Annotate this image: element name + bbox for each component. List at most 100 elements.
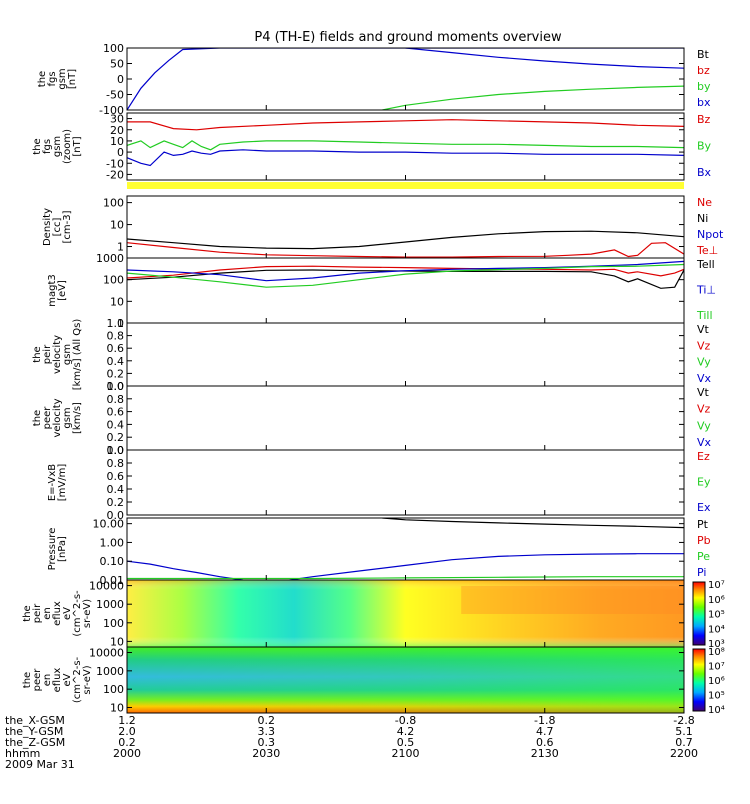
ephemeris-value: -0.8 [395,714,416,727]
panel-density: 1 10 100 Density [cc] [cm-3] Ne Ni Npot Te⊥ [42,195,724,259]
legend-entry: Ni [697,212,708,225]
series-line-blue [405,48,684,69]
chart-title: P4 (TH-E) fields and ground moments over… [254,30,562,45]
y-tick-label: 0.6 [107,406,125,419]
y-tick-label: 1000 [96,598,124,611]
y-tick-label: 0.4 [107,483,125,496]
panel-frame [126,517,685,581]
y-axis-label: Density [42,208,53,246]
panel-peir_eflux: 10³ 10⁴ 10⁵ 10⁶ 10⁷ 10 100 1000 10000 the peir en ef… [22,579,725,650]
colorbar-label: 10⁵ [708,691,725,702]
ephemeris-value: 2200 [670,747,698,760]
panel-pressure: 0.01 0.10 1.00 10.00 Pressure [nPa] Pt Pb Pe Pi [47,517,711,587]
series-line-blue [127,48,684,110]
y-axis-label: gsm [62,407,73,428]
legend-entry: bx [697,96,711,109]
y-axis-label: the [22,672,33,688]
series-line-black [127,269,684,289]
ephemeris-value: -1.8 [534,714,555,727]
legend-entry: Pi [697,566,706,579]
y-tick-label: 10.00 [93,518,125,531]
ephemeris-value: 2130 [531,747,559,760]
y-tick-label: 0.8 [107,330,125,343]
y-tick-label: 0.2 [107,431,125,444]
y-axis-label: [nT] [67,69,78,89]
y-axis-label: [nT] [72,136,83,156]
y-tick-label: -50 [106,89,124,102]
y-tick-label: 1 [117,317,124,330]
ephemeris-value: 2100 [392,747,420,760]
y-tick-label: 100 [103,683,124,696]
colorbar-label: 10⁶ [708,676,725,687]
colorbar-label: 10⁶ [708,595,725,606]
ephemeris-value: 0.2 [118,736,136,749]
y-tick-label: -10 [106,157,124,170]
panel-frame [126,385,685,451]
y-axis-label: velocity [52,335,63,374]
y-tick-label: 10000 [89,580,124,593]
legend-entry: Pe [697,550,710,563]
ephemeris-value: 3.3 [258,725,276,738]
legend-entry: Bz [697,113,711,126]
y-axis-label: gsm [52,136,63,157]
series-line-black [127,230,684,250]
legend-entry: Vt [697,323,710,336]
series-line-green [382,85,684,110]
y-axis-label: eV [62,607,73,620]
y-tick-label: 100 [103,197,124,210]
ephemeris-value: 0.5 [397,736,415,749]
y-tick-label: 0.8 [107,457,125,470]
y-axis-label: sr-eV) [82,665,93,694]
y-axis-label: the [32,410,43,426]
y-axis-label: peir [42,344,53,364]
legend-entry: by [697,80,711,93]
ephemeris-row-label: the_Z-GSM [5,736,65,749]
y-axis-label: eflux [52,601,63,626]
y-tick-label: 10 [110,635,124,648]
colorbar-label: 10⁴ [708,624,725,635]
legend-entry: Vt [697,386,710,399]
y-tick-label: 0.4 [107,418,125,431]
legend-entry: Te⊥ [696,244,718,257]
ephemeris-row-label: the_X-GSM [5,714,65,727]
y-axis-label: magt3 [47,274,58,307]
ephemeris-row-label: the_Y-GSM [5,725,63,738]
series-line-red [127,119,684,131]
ephemeris-value: 4.7 [536,725,554,738]
ephemeris-value: 2030 [252,747,280,760]
series-line-blue [127,553,684,580]
y-tick-label: 10 [110,701,124,714]
y-axis-label: en [42,674,53,687]
ephemeris-value: 0.2 [258,714,276,727]
legend-entry: Npot [697,228,724,241]
legend-entry: Vz [697,403,711,416]
legend-entry: Till [696,309,713,322]
legend-entry: Pt [697,518,709,531]
series-line-red [127,242,684,258]
y-axis-label: (cm^2-s- [72,656,83,703]
series-line-green [127,140,684,151]
y-tick-label: 0.6 [107,470,125,483]
y-axis-label: the [37,71,48,87]
y-axis-label: the [32,138,43,154]
panel-fgs_gsm: -100 -50 0 50 100 the fgs gsm [nT] Bt bz by bx [37,42,711,117]
y-tick-label: 1.0 [107,317,125,330]
legend-entry: Vx [697,436,712,449]
ephemeris-value: -2.8 [673,714,694,727]
colorbar [692,581,706,646]
y-axis-label: [cc] [52,218,63,237]
legend-entry: Ex [697,501,711,514]
y-tick-label: 0.8 [107,393,125,406]
series-line-black [382,518,684,529]
y-tick-label: 1000 [96,252,124,265]
y-tick-label: 0.10 [100,555,125,568]
x-axis-ephemeris: the_X-GSM 1.2 0.2 -0.8 -1.8 -2.8 the_Y-GSM 2.0 3… [5,714,698,771]
y-tick-label: 0.2 [107,367,125,380]
series-line-blue [127,149,684,167]
colorbar [692,648,706,712]
legend-entry: Ti⊥ [696,284,716,297]
y-axis-label: Pressure [47,528,58,571]
y-tick-label: 10 [110,135,124,148]
